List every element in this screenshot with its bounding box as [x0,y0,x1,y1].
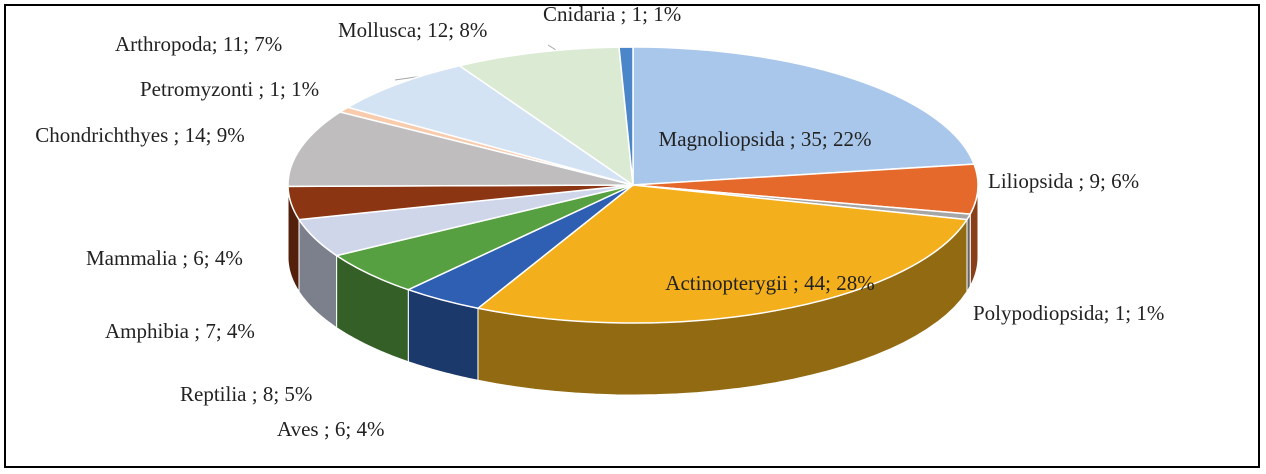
data-label: Amphibia ; 7; 4% [105,319,255,343]
slice [618,46,634,186]
data-label: Reptilia ; 8; 5% [180,382,313,406]
data-label: Actinopterygii ; 44; 28% [665,271,875,295]
data-label: Arthropoda; 11; 7% [115,32,283,56]
data-label: Chondrichthyes ; 14; 9% [35,123,245,147]
data-label: Polypodiopsida; 1; 1% [973,301,1165,325]
leader-line [547,44,557,51]
data-label: Aves ; 6; 4% [277,417,385,441]
slice [457,46,634,187]
slice [632,46,976,186]
data-label: Mollusca; 12; 8% [338,18,488,42]
slice [287,111,634,188]
slice [345,64,634,186]
slice [476,184,969,324]
chart-frame [4,4,1260,468]
data-label: Magnoliopsida ; 35; 22% [658,127,872,151]
data-label: Mammalia ; 6; 4% [86,246,243,270]
data-label: Petromyzonti ; 1; 1% [140,77,320,101]
slice [632,163,979,215]
data-label: Liliopsida ; 9; 6% [988,169,1140,193]
data-label: Cnidaria ; 1; 1% [543,2,682,26]
